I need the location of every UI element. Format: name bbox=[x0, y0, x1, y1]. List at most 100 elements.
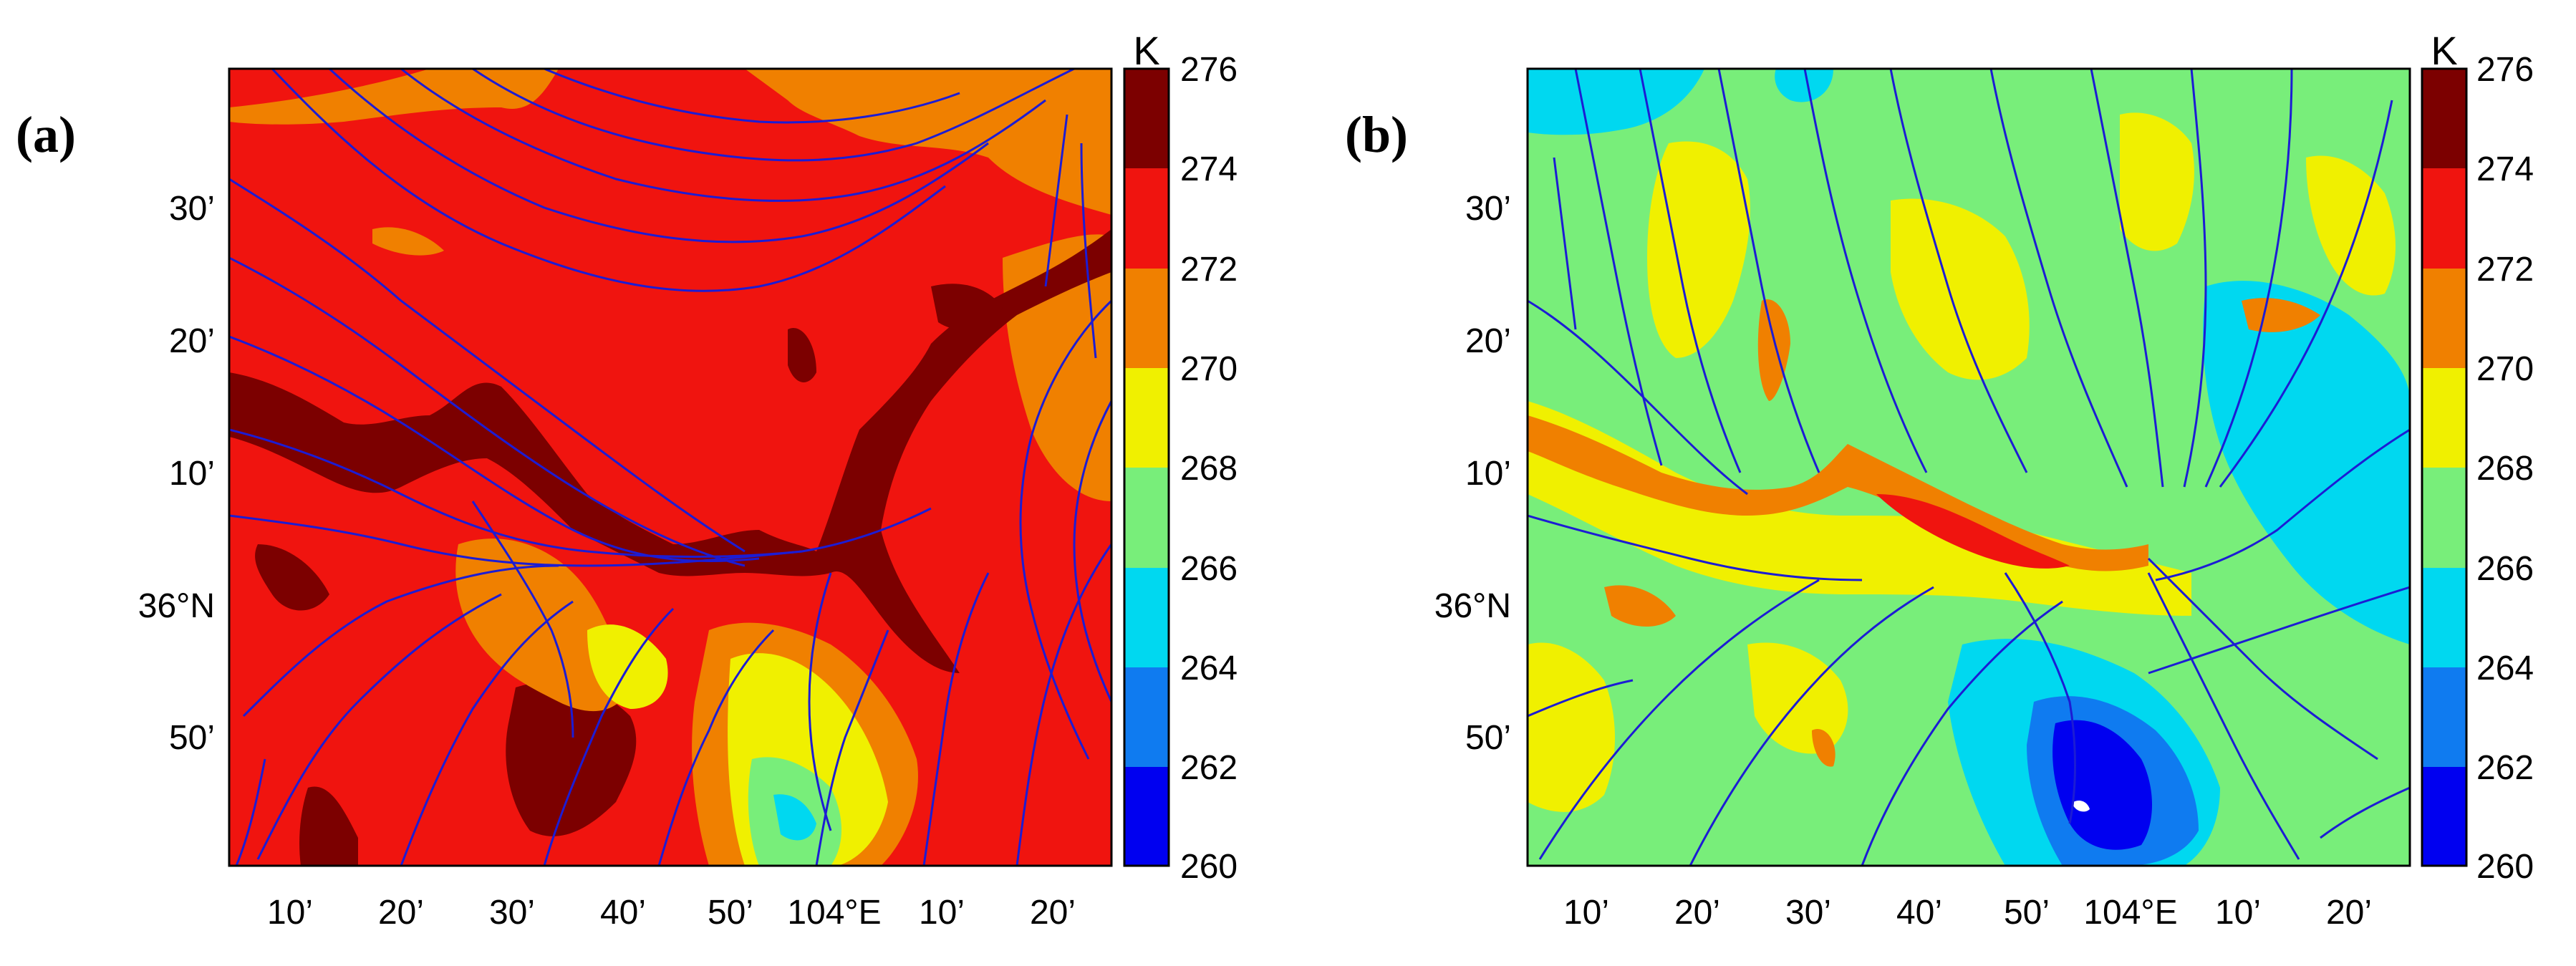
streamline bbox=[1528, 679, 1634, 718]
streamline bbox=[229, 256, 746, 567]
x-axis-b: 10’ 20’ 30’ 40’ 50’ 104°E 10’ 20’ bbox=[1563, 894, 2372, 932]
streamline bbox=[400, 600, 574, 866]
colorbar-segment bbox=[2422, 568, 2466, 667]
x-tick-label: 30’ bbox=[489, 894, 535, 932]
x-tick-label: 20’ bbox=[2326, 894, 2372, 932]
streamline bbox=[271, 69, 946, 292]
colorbar-tick-label: 266 bbox=[1180, 550, 1238, 588]
y-tick-label: 30’ bbox=[1465, 190, 1511, 228]
field-region bbox=[2052, 720, 2152, 850]
x-tick-label: 20’ bbox=[1674, 894, 1720, 932]
colorbar-unit: K bbox=[2431, 28, 2457, 73]
streamline bbox=[1538, 579, 1820, 860]
colorbar-tick-label: 264 bbox=[2476, 649, 2534, 687]
streamline bbox=[2148, 586, 2410, 675]
x-axis-a: 10’ 20’ 30’ 40’ 50’ 104°E 10’ 20’ bbox=[267, 894, 1076, 932]
streamline bbox=[2147, 557, 2378, 760]
colorbar-unit: K bbox=[1133, 28, 1159, 73]
colorbar-segment bbox=[2422, 269, 2466, 368]
streamline bbox=[1016, 544, 1111, 866]
axes-frame-b bbox=[1526, 67, 2411, 867]
x-tick-label: 10’ bbox=[2215, 894, 2261, 932]
x-tick-label: 10’ bbox=[1563, 894, 1609, 932]
field-region bbox=[2120, 112, 2194, 251]
streamline bbox=[2147, 572, 2300, 860]
streamline bbox=[1861, 600, 2063, 866]
field-region bbox=[931, 284, 1003, 330]
colorbar-a: K 260 262 264 266 268 270 272 274 276 bbox=[1123, 28, 1238, 886]
colorbar-tick-label: 268 bbox=[1180, 450, 1238, 488]
colorbar-segment bbox=[2422, 468, 2466, 568]
colorbar-segment bbox=[1124, 368, 1169, 468]
x-tick-label: 30’ bbox=[1785, 894, 1831, 932]
streamlines-b bbox=[1528, 69, 2410, 866]
field-region bbox=[372, 227, 444, 256]
y-tick-label: 10’ bbox=[169, 455, 215, 493]
streamline bbox=[2004, 572, 2076, 824]
streamline bbox=[2320, 786, 2410, 839]
streamline bbox=[472, 69, 1075, 162]
colorbar-segment bbox=[1124, 269, 1169, 368]
streamline bbox=[543, 607, 675, 866]
streamline bbox=[815, 629, 889, 866]
colorbar-segment bbox=[2422, 767, 2466, 866]
y-axis-b: 50’ 36°N 10’ 20’ 30’ bbox=[1434, 190, 1511, 757]
colorbar-segment bbox=[2422, 368, 2466, 468]
field-region bbox=[506, 682, 637, 836]
field-region bbox=[1775, 69, 1833, 102]
y-tick-label: 10’ bbox=[1465, 455, 1511, 493]
colorbar-segment bbox=[2422, 69, 2466, 168]
x-tick-label: 10’ bbox=[267, 894, 313, 932]
field-region bbox=[229, 229, 1111, 673]
streamline bbox=[1044, 114, 1068, 287]
colorbar-segment bbox=[1124, 667, 1169, 767]
colorbar-segment bbox=[1124, 468, 1169, 568]
colorbar-tick-label: 272 bbox=[2476, 251, 2534, 289]
field-region bbox=[788, 328, 816, 382]
colorbar-tick-label: 260 bbox=[2476, 848, 2534, 886]
y-tick-label: 20’ bbox=[169, 322, 215, 360]
colorbar-tick-label: 274 bbox=[2476, 150, 2534, 188]
field-region bbox=[1747, 642, 1848, 754]
field-region bbox=[1891, 198, 2030, 380]
colorbar-tick-label: 270 bbox=[2476, 350, 2534, 388]
streamline bbox=[657, 629, 775, 866]
colorbar-segment bbox=[1124, 568, 1169, 667]
field-region bbox=[1604, 585, 1676, 627]
y-tick-label: 50’ bbox=[169, 719, 215, 757]
streamline bbox=[2219, 100, 2393, 488]
y-tick-label: 36°N bbox=[138, 587, 215, 625]
field-region bbox=[1647, 141, 1750, 358]
streamline bbox=[229, 178, 746, 553]
field-region bbox=[1812, 729, 1835, 767]
colorbar-segment bbox=[1124, 69, 1169, 168]
panel-a: (a) bbox=[16, 28, 1238, 932]
field-region bbox=[773, 794, 816, 841]
streamline bbox=[922, 572, 990, 866]
field-region bbox=[255, 544, 329, 611]
x-tick-label: 20’ bbox=[378, 894, 424, 932]
colorbar-tick-label: 260 bbox=[1180, 848, 1238, 886]
axes-frame-a bbox=[228, 67, 1113, 867]
colorbar-tick-label: 274 bbox=[1180, 150, 1238, 188]
streamline bbox=[2204, 69, 2293, 488]
colorbar-tick-label: 266 bbox=[2476, 550, 2534, 588]
panel-label-a: (a) bbox=[16, 106, 76, 163]
streamline bbox=[400, 69, 1046, 202]
y-tick-label: 20’ bbox=[1465, 322, 1511, 360]
streamline bbox=[235, 758, 266, 866]
field-region bbox=[299, 786, 358, 866]
field-region bbox=[1528, 69, 1704, 135]
streamline bbox=[1989, 69, 2128, 488]
streamline bbox=[1889, 69, 2028, 473]
field-region bbox=[1757, 299, 1790, 401]
x-tick-label: 104°E bbox=[2083, 894, 2177, 932]
colorbar-frame bbox=[2421, 67, 2468, 867]
streamline bbox=[2183, 69, 2207, 488]
streamline bbox=[544, 69, 960, 124]
streamline bbox=[1528, 514, 1863, 581]
field-region bbox=[2073, 801, 2090, 812]
streamline bbox=[1080, 143, 1097, 359]
colorbar-tick-label: 262 bbox=[2476, 749, 2534, 787]
field-region bbox=[2203, 281, 2410, 644]
